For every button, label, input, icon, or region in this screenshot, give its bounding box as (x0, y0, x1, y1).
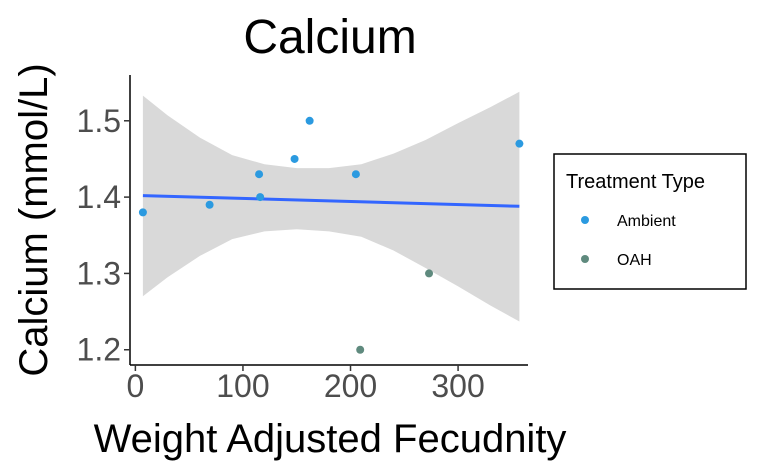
point-ambient-0 (138, 208, 147, 217)
data-points (138, 116, 524, 354)
legend-key-ambient (581, 216, 589, 224)
y-tick-label: 1.4 (77, 179, 121, 215)
legend-key-oah (581, 255, 589, 263)
axes: 0 100 200 300 1.2 1.3 1.4 1.5 (77, 75, 528, 404)
x-tick-label: 300 (431, 368, 484, 404)
y-tick-label: 1.2 (77, 332, 121, 368)
y-axis-title: Calcium (mmol/L) (12, 63, 56, 376)
x-tick-label: 200 (324, 368, 377, 404)
point-oah-1 (425, 269, 434, 278)
legend-items: Ambient OAH (581, 213, 676, 269)
point-ambient-3 (256, 193, 265, 202)
legend-label-ambient: Ambient (617, 213, 676, 230)
legend: Treatment Type Ambient OAH (553, 153, 747, 290)
confidence-band (142, 91, 520, 322)
plot-area (138, 91, 524, 354)
x-ticks: 0 100 200 300 (126, 365, 485, 404)
point-ambient-4 (290, 154, 299, 163)
x-tick-label: 100 (216, 368, 269, 404)
trend-line (142, 194, 520, 208)
y-tick-label: 1.5 (77, 103, 121, 139)
point-ambient-2 (255, 170, 264, 179)
legend-label-oah: OAH (617, 252, 652, 269)
y-tick-label: 1.3 (77, 255, 121, 291)
chart-title: Calcium (243, 11, 416, 64)
x-tick-label: 0 (126, 368, 144, 404)
point-ambient-1 (205, 200, 214, 209)
point-oah-0 (356, 345, 365, 354)
x-axis-title: Weight Adjusted Fecudnity (94, 417, 567, 461)
point-ambient-6 (351, 170, 360, 179)
point-ambient-5 (305, 116, 314, 125)
y-ticks: 1.2 1.3 1.4 1.5 (77, 103, 130, 368)
point-ambient-7 (515, 139, 524, 148)
legend-title: Treatment Type (566, 171, 705, 193)
